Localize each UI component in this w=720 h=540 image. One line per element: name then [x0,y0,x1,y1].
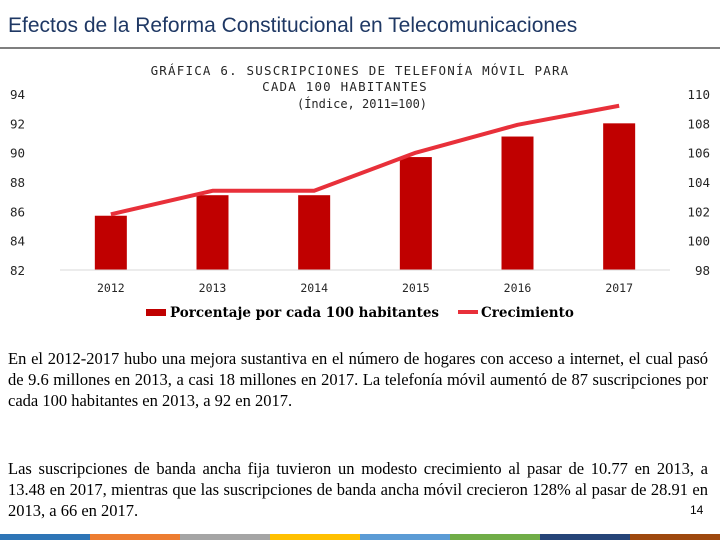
page-number: 14 [690,503,704,517]
footer-stripe-segment [450,534,540,540]
chart-bar [298,195,331,270]
left-axis-tick: 94 [10,87,25,102]
footer-stripe-segment [90,534,180,540]
legend-swatch-bars [146,309,166,316]
left-axis-tick: 82 [10,263,25,278]
right-axis-tick: 106 [687,146,710,161]
footer-stripe-segment [630,534,720,540]
chart-title: GRÁFICA 6. SUSCRIPCIONES DE TELEFONÍA MÓ… [151,63,570,94]
left-axis-tick: 88 [10,175,25,190]
right-axis-tick: 110 [687,87,710,102]
right-axis-tick: 104 [687,175,710,190]
x-axis-tick: 2017 [605,281,633,295]
chart-bar [399,157,432,270]
chart-bar [603,123,636,270]
chart-bar [94,215,127,270]
growth-line [110,103,620,217]
left-axis-tick: 92 [10,116,25,131]
right-axis-tick: 102 [687,204,710,219]
footer-color-stripe [0,534,720,540]
footer-stripe-segment [0,534,90,540]
chart-subtitle: (Índice, 2011=100) [297,96,427,111]
chart-bar [196,195,229,270]
slide-title: Efectos de la Reforma Constitucional en … [8,14,578,37]
x-axis-tick: 2014 [300,281,328,295]
left-axis-tick: 84 [10,234,25,249]
title-divider [0,47,720,49]
subscriptions-chart: GRÁFICA 6. SUSCRIPCIONES DE TELEFONÍA MÓ… [10,63,710,321]
left-axis-tick: 90 [10,146,25,161]
left-axis-tick: 86 [10,204,25,219]
paragraph-broadband: Las suscripciones de banda ancha fija tu… [8,459,708,520]
x-axis-tick: 2015 [402,281,430,295]
chart-bar [501,136,534,270]
footer-stripe-segment [540,534,630,540]
right-axis-tick: 100 [687,234,710,249]
footer-stripe-segment [270,534,360,540]
footer-stripe-segment [180,534,270,540]
legend-label-line: Crecimiento [481,305,574,321]
footer-stripe-segment [360,534,450,540]
right-axis-tick: 108 [687,116,710,131]
paragraph-internet-mobile: En el 2012-2017 hubo una mejora sustanti… [8,349,708,410]
legend-label-bars: Porcentaje por cada 100 habitantes [170,305,439,321]
right-axis-tick: 98 [695,263,710,278]
x-axis-tick: 2016 [504,281,532,295]
x-axis-tick: 2013 [199,281,227,295]
x-axis-tick: 2012 [97,281,125,295]
